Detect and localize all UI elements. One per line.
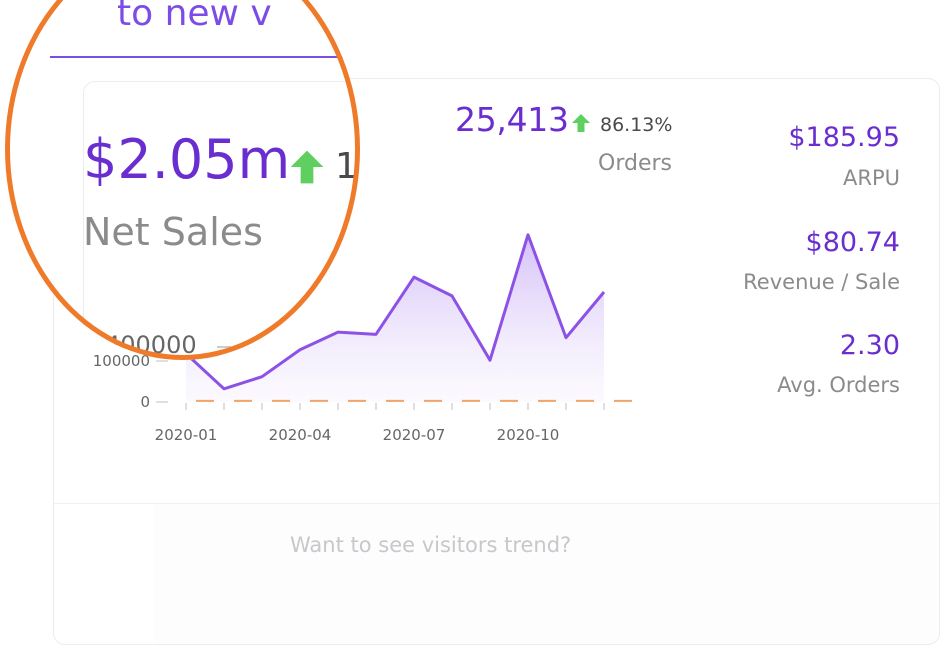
- revenue-per-sale-label: Revenue / Sale: [743, 270, 900, 294]
- avg-orders-value: 2.30: [839, 330, 900, 361]
- net-sales-change: 1: [335, 146, 358, 187]
- arrow-up-icon: [572, 114, 590, 132]
- net-sales-line: [184, 233, 606, 391]
- x-tick-label: 2020-04: [269, 426, 332, 444]
- magnifier-lens: to new v $2.05m 1 Net Sales 400000: [5, 0, 360, 360]
- visitors-trend-area: [154, 504, 939, 644]
- x-tick-label: 2020-10: [497, 426, 560, 444]
- magnified-card-edge: [83, 81, 360, 360]
- arpu-value: $185.95: [788, 122, 900, 153]
- revenue-per-sale-value: $80.74: [805, 227, 900, 258]
- x-tick-label: 2020-07: [383, 426, 446, 444]
- card-divider: [54, 503, 939, 504]
- orders-change: 86.13%: [600, 114, 673, 136]
- magnified-tab-label[interactable]: to new v: [117, 0, 272, 34]
- orders-value: 25,413: [455, 100, 569, 139]
- arrow-up-icon: [290, 150, 324, 184]
- magnified-y-tick-line: [217, 346, 231, 348]
- y-tick-label: 0: [140, 393, 150, 411]
- magnified-tab-underline: [50, 56, 350, 58]
- net-sales-value: $2.05m: [83, 128, 291, 191]
- visitors-trend-link[interactable]: Want to see visitors trend?: [290, 533, 572, 557]
- avg-orders-label: Avg. Orders: [777, 373, 900, 397]
- arpu-label: ARPU: [843, 166, 900, 190]
- orders-label: Orders: [598, 151, 672, 176]
- net-sales-label: Net Sales: [83, 210, 263, 254]
- x-tick-label: 2020-01: [155, 426, 218, 444]
- magnified-y-tick: 400000: [105, 331, 197, 359]
- net-sales-area: [186, 234, 604, 402]
